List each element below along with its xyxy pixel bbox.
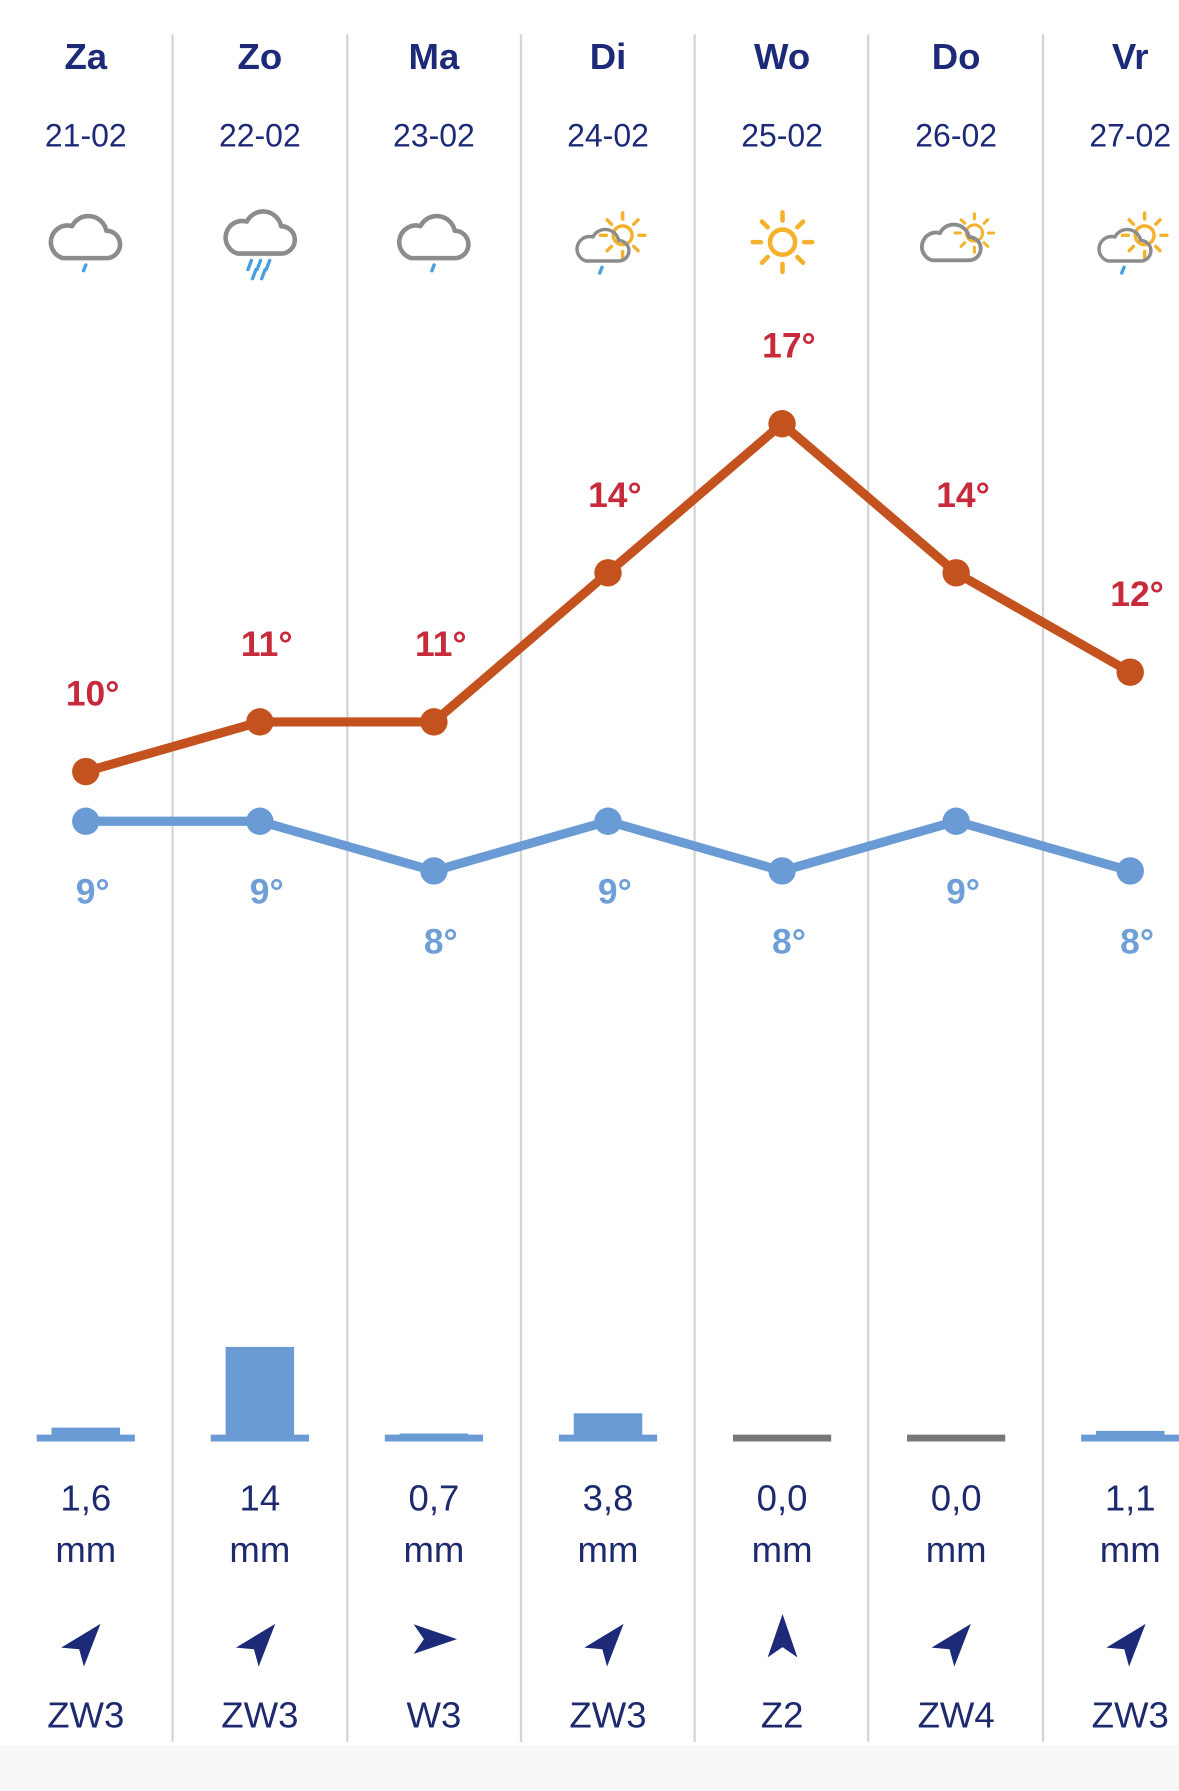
precip-base — [384, 1434, 484, 1442]
wind-label: ZW3 — [1092, 1695, 1169, 1736]
wind-arrow — [413, 1624, 458, 1654]
wind-label: ZW3 — [569, 1695, 646, 1736]
precip-base — [36, 1434, 135, 1442]
high-point — [942, 559, 970, 587]
date: 26-02 — [915, 118, 997, 154]
low-label: 9° — [946, 872, 980, 912]
precip-bar — [573, 1413, 643, 1439]
low-point — [1116, 857, 1144, 885]
precip-bar — [51, 1427, 121, 1439]
wind-arrow — [235, 1614, 287, 1667]
precip-bar — [225, 1346, 295, 1439]
low-label: 8° — [1120, 921, 1154, 961]
low-point — [72, 807, 100, 835]
precip-value: 1,1 — [1105, 1478, 1156, 1519]
high-point — [246, 708, 274, 736]
day-name: Za — [64, 36, 107, 77]
high-label: 14° — [588, 475, 642, 515]
wind-label: W3 — [407, 1695, 462, 1736]
day-name: Zo — [238, 36, 283, 77]
precip-value: 0,7 — [409, 1478, 460, 1519]
day-name: Di — [590, 36, 627, 77]
high-point — [594, 559, 622, 587]
precip-value: 0,0 — [757, 1478, 808, 1519]
high-point — [768, 410, 796, 438]
high-point — [1116, 658, 1144, 686]
rain-icon — [51, 216, 120, 273]
low-point — [594, 807, 622, 835]
low-point — [420, 857, 448, 885]
high-label: 11° — [241, 624, 293, 664]
low-label: 9° — [598, 872, 632, 912]
bottom-band — [0, 1745, 1179, 1791]
precip-unit: mm — [229, 1529, 290, 1570]
precip-base — [1081, 1434, 1179, 1442]
precip-base — [210, 1434, 309, 1442]
low-label: 8° — [772, 921, 806, 961]
date: 25-02 — [741, 118, 823, 154]
wind-label: ZW3 — [221, 1695, 298, 1736]
high-point — [420, 708, 448, 736]
precip-unit: mm — [403, 1529, 464, 1570]
wind-label: Z2 — [761, 1695, 804, 1736]
precip-value: 1,6 — [60, 1478, 111, 1519]
low-label: 9° — [250, 872, 284, 912]
wind-arrows — [61, 1613, 1157, 1667]
low-point — [768, 857, 796, 885]
day-name: Do — [932, 36, 981, 77]
precip-bar — [732, 1434, 832, 1442]
precip-value: 0,0 — [931, 1478, 982, 1519]
sun-icon — [753, 212, 812, 271]
date: 21-02 — [45, 118, 127, 154]
precip-unit: mm — [926, 1529, 987, 1570]
sun-shower-icon — [575, 211, 647, 275]
precip-value: 3,8 — [583, 1478, 634, 1519]
precip-value: 14 — [240, 1478, 281, 1519]
wind-arrow — [1106, 1614, 1157, 1667]
wind-arrow — [584, 1614, 635, 1667]
precip-bar — [1095, 1430, 1165, 1439]
dividers — [171, 34, 1045, 1742]
wind-label: ZW4 — [918, 1695, 995, 1736]
date: 27-02 — [1089, 118, 1171, 154]
date: 23-02 — [393, 118, 475, 154]
low-point — [942, 807, 970, 835]
partly-cloudy-icon — [919, 212, 996, 263]
precip-bar — [907, 1434, 1006, 1442]
precip-unit: mm — [752, 1529, 813, 1570]
rain-icon — [399, 216, 468, 273]
wind-label: ZW3 — [47, 1695, 124, 1736]
precip-unit: mm — [55, 1529, 116, 1570]
day-name: Wo — [754, 36, 810, 77]
wind-arrow — [931, 1614, 983, 1667]
precip-base — [558, 1434, 658, 1442]
weather-icons — [51, 211, 1169, 281]
high-point — [72, 757, 100, 786]
low-label: 9° — [76, 872, 110, 912]
precip-unit: mm — [578, 1529, 639, 1570]
precip-unit: mm — [1100, 1529, 1161, 1570]
high-label: 10° — [66, 674, 120, 714]
high-label: 11° — [415, 624, 467, 664]
low-point — [246, 807, 274, 835]
wind-arrow — [61, 1614, 112, 1667]
high-label: 12° — [1110, 574, 1164, 614]
sun-shower-icon — [1097, 211, 1169, 275]
day-name: Ma — [409, 36, 460, 77]
date: 22-02 — [219, 118, 301, 154]
date: 24-02 — [567, 118, 649, 154]
high-label: 14° — [936, 475, 990, 515]
day-name: Vr — [1112, 36, 1149, 77]
low-label: 8° — [424, 921, 458, 961]
high-label: 17° — [762, 326, 816, 366]
heavy-rain-icon — [226, 211, 295, 281]
wind-arrow — [767, 1613, 798, 1658]
